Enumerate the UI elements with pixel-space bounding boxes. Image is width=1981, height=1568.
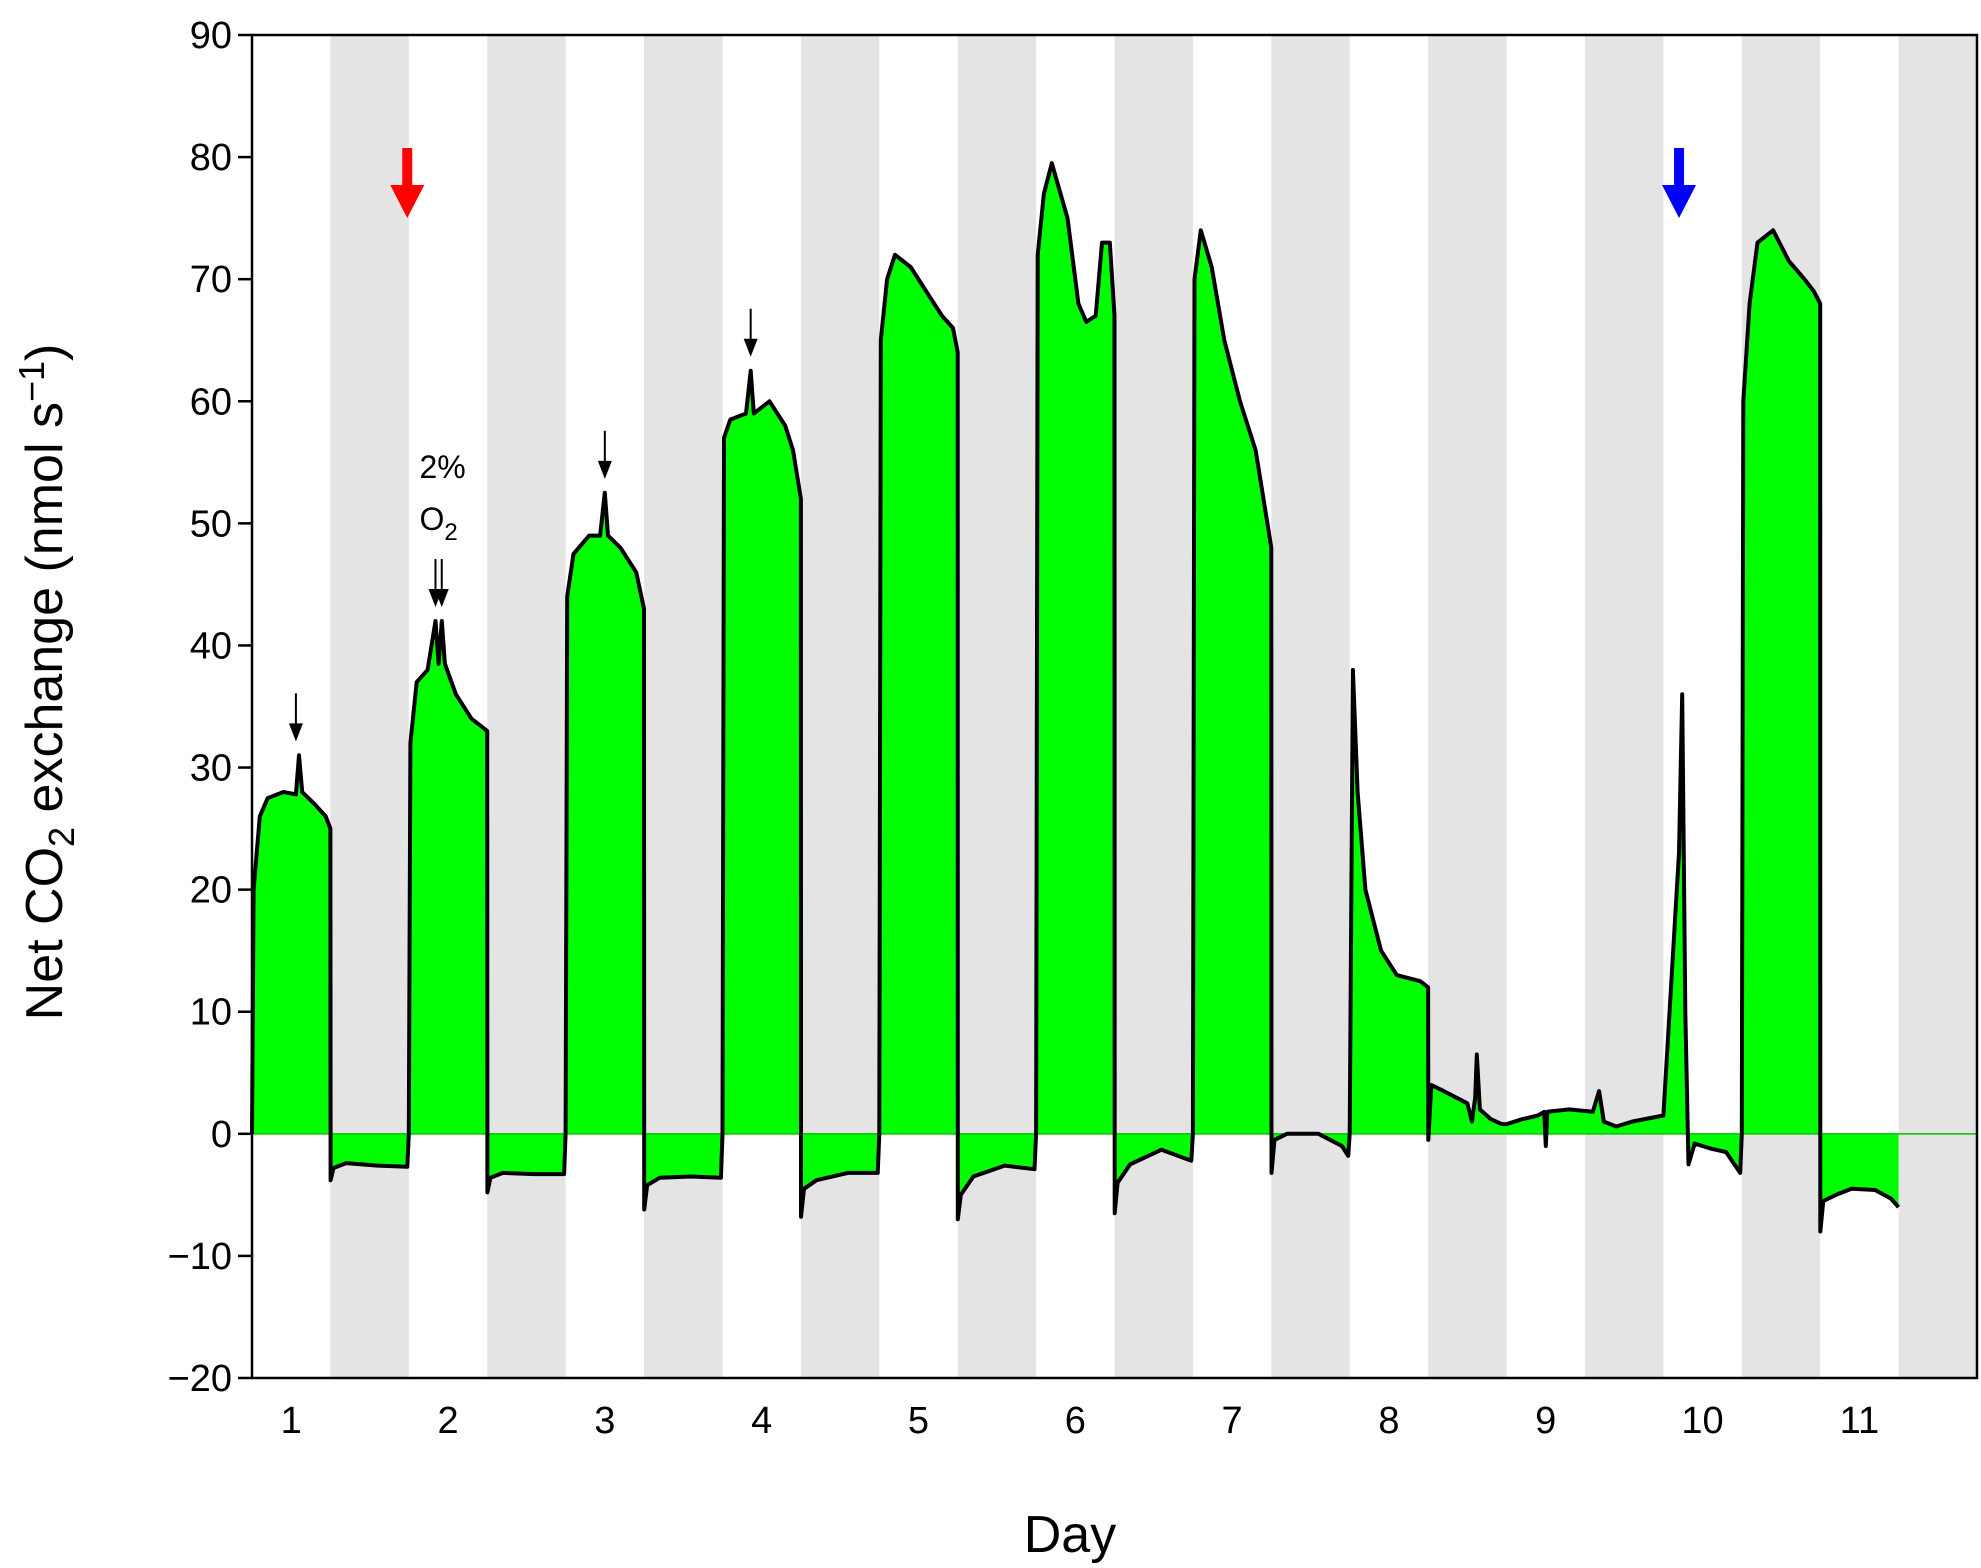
dark-band-11 [1898,35,1977,1378]
plot-frame [250,33,1979,1380]
series-fill [252,163,1899,1232]
y-tick-label-2: 70 [190,259,232,301]
y-axis-title-sub: 2 [41,827,82,847]
y-tick-label-11: −20 [168,1358,232,1400]
x-tick-label-10: 11 [1840,1400,1879,1442]
blue-arrow-icon-head [1662,185,1697,218]
x-tick-label-7: 8 [1378,1400,1399,1442]
o2-label-sub: 2 [444,519,457,546]
dark-band-9 [1584,35,1664,1378]
red-arrow-icon-head [390,185,425,218]
x-axis-title: Day [1024,1506,1116,1564]
axes [250,33,1979,1380]
peak-arrow-icon-4 [597,460,612,479]
red-arrow-icon-shaft [402,148,413,188]
blue-arrow-icon-shaft [1674,148,1685,188]
y-tick-label-4: 50 [190,503,232,545]
tick-labels: 90 80 70 60 50 40 30 20 10 0 −10 −20 1 2 3 4 5 6 7 8 9 10 11 [168,15,1880,1442]
x-tick-label-6: 7 [1222,1400,1243,1442]
y-tick-label-7: 20 [190,870,232,912]
dark-band-8 [1428,35,1507,1378]
y-tick-label-8: 10 [190,992,232,1034]
y-tick-label-0: 90 [190,15,232,57]
y-axis-title-middle: exchange (nmol s [16,402,74,827]
y-axis-title: Net CO2 exchange (nmol s−1) [11,344,82,1021]
y-tick-label-1: 80 [190,137,232,179]
y-tick-label-9: 0 [211,1114,232,1156]
x-tick-label-5: 6 [1065,1400,1086,1442]
x-tick-label-3: 4 [751,1400,772,1442]
o2-label-line1: 2% [419,449,465,485]
dark-band-6 [1114,35,1193,1378]
x-tick-label-8: 9 [1535,1400,1556,1442]
o2-label-line2: O2 [419,501,457,546]
y-tick-label-3: 60 [190,381,232,423]
dark-band-7 [1271,35,1350,1378]
y-tick-label-5: 40 [190,625,232,667]
area-series [250,161,1977,1234]
y-tick-label-10: −10 [168,1236,232,1278]
o2-label-main: O [419,501,444,537]
y-axis-title-sup: −1 [11,361,52,402]
y-axis-title-prefix: Net CO [16,847,74,1020]
y-tick-label-6: 30 [190,748,232,790]
x-tick-label-1: 2 [437,1400,458,1442]
x-tick-label-0: 1 [281,1400,302,1442]
peak-arrow-icon-1 [288,723,303,742]
series-line [250,161,1901,1234]
x-tick-label-9: 10 [1681,1400,1723,1442]
y-axis-title-suffix: ) [16,344,74,361]
peak-arrow-icon-3 [434,589,449,608]
peak-arrow-icon-5 [743,338,758,357]
annotations: 2% O2 [288,148,1697,742]
x-tick-label-2: 3 [594,1400,615,1442]
dark-band-1 [330,35,409,1378]
x-tick-label-4: 5 [908,1400,929,1442]
